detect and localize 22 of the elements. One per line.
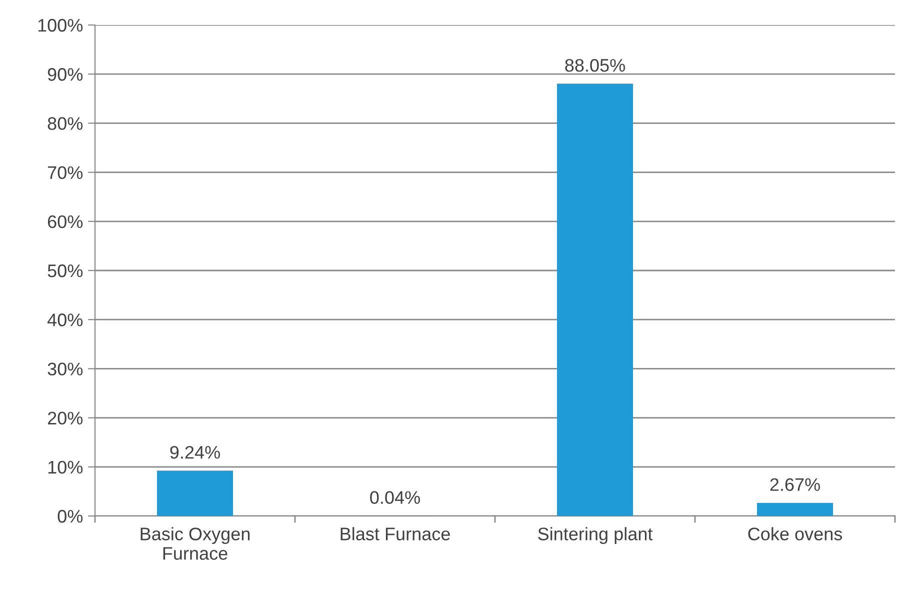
data-label: 88.05% [565, 58, 625, 72]
y-tick-label: 70% [48, 166, 83, 180]
bar [757, 502, 833, 516]
y-tick-label: 50% [48, 264, 83, 278]
y-tick-label: 0% [58, 510, 83, 523]
x-tick-label: Basic Oxygen Furnace [140, 527, 250, 560]
y-tick-label: 30% [48, 362, 83, 376]
y-tick-label: 90% [48, 68, 83, 81]
x-tick-label: Sintering plant [538, 527, 653, 544]
y-tick-label: 100% [38, 18, 83, 32]
bar [557, 84, 633, 516]
data-label: 0.04% [370, 491, 420, 504]
y-tick-label: 20% [48, 412, 83, 425]
data-label: 9.24% [170, 446, 220, 459]
x-tick-label: Blast Furnace [340, 527, 450, 540]
x-tick-label: Coke ovens [748, 527, 842, 540]
y-tick-label: 60% [48, 215, 83, 228]
y-tick-label: 40% [47, 314, 83, 326]
y-tick-label: 10% [48, 460, 83, 474]
bar [157, 470, 233, 516]
data-label: 2.67% [770, 478, 820, 491]
y-tick-label: 80% [48, 117, 83, 130]
